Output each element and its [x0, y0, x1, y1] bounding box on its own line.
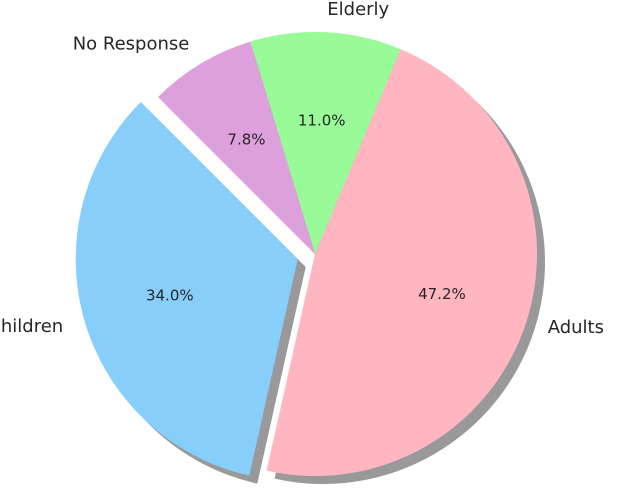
slice-no-response: [158, 41, 315, 254]
slice-label-elderly: Elderly: [327, 0, 389, 20]
slice-layer: [75, 32, 537, 476]
slice-elderly: [250, 32, 401, 255]
slice-label-adults: Adults: [548, 317, 604, 338]
slice-value-adults: 47.2%: [418, 285, 466, 303]
slice-label-no-response: No Response: [73, 34, 190, 55]
slice-value-no-response: 7.8%: [227, 130, 265, 148]
slice-value-children: 34.0%: [146, 287, 194, 305]
slice-value-elderly: 11.0%: [298, 111, 346, 129]
label-layer: Children 34.0% Adults 47.2% Elderly 11.0% No R…: [0, 0, 604, 338]
slice-children: [75, 102, 298, 476]
slice-adults: [266, 49, 537, 476]
slice-label-children: Children: [0, 316, 63, 337]
